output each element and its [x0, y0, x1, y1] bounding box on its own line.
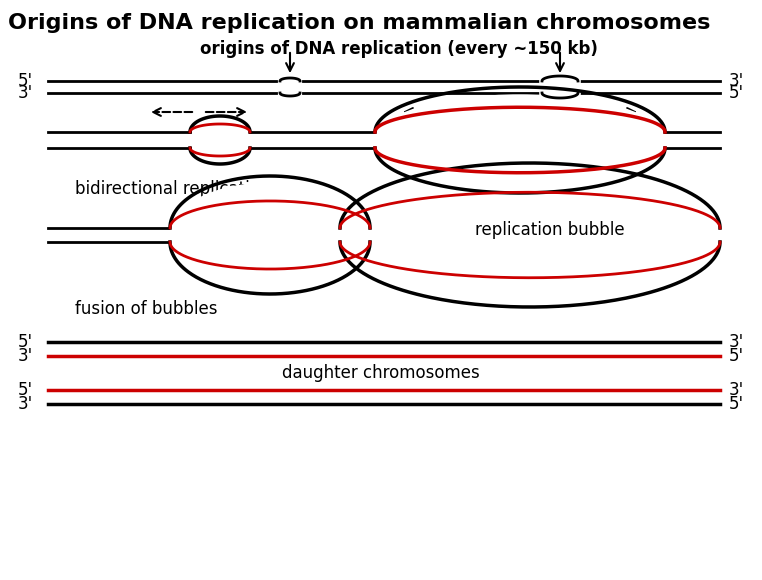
Text: 5': 5': [18, 333, 33, 351]
Text: 5': 5': [729, 84, 744, 102]
Text: bidirectional replication: bidirectional replication: [75, 180, 271, 198]
Text: 3': 3': [728, 381, 744, 399]
Text: 5': 5': [18, 381, 33, 399]
Text: 3': 3': [18, 395, 34, 413]
Text: 5': 5': [729, 395, 744, 413]
Ellipse shape: [170, 183, 370, 287]
Text: daughter chromosomes: daughter chromosomes: [282, 364, 480, 382]
Text: 3': 3': [728, 72, 744, 90]
Text: Origins of DNA replication on mammalian chromosomes: Origins of DNA replication on mammalian …: [8, 13, 710, 33]
Text: origins of DNA replication (every ~150 kb): origins of DNA replication (every ~150 k…: [200, 40, 598, 58]
Text: 5': 5': [18, 72, 33, 90]
Text: replication bubble: replication bubble: [475, 221, 625, 239]
Text: 3': 3': [18, 84, 34, 102]
Text: 3': 3': [728, 333, 744, 351]
Ellipse shape: [340, 170, 720, 300]
Text: 3': 3': [18, 347, 34, 365]
Text: fusion of bubbles: fusion of bubbles: [75, 300, 217, 318]
Text: 5': 5': [729, 347, 744, 365]
Ellipse shape: [190, 124, 250, 156]
Ellipse shape: [375, 95, 665, 185]
